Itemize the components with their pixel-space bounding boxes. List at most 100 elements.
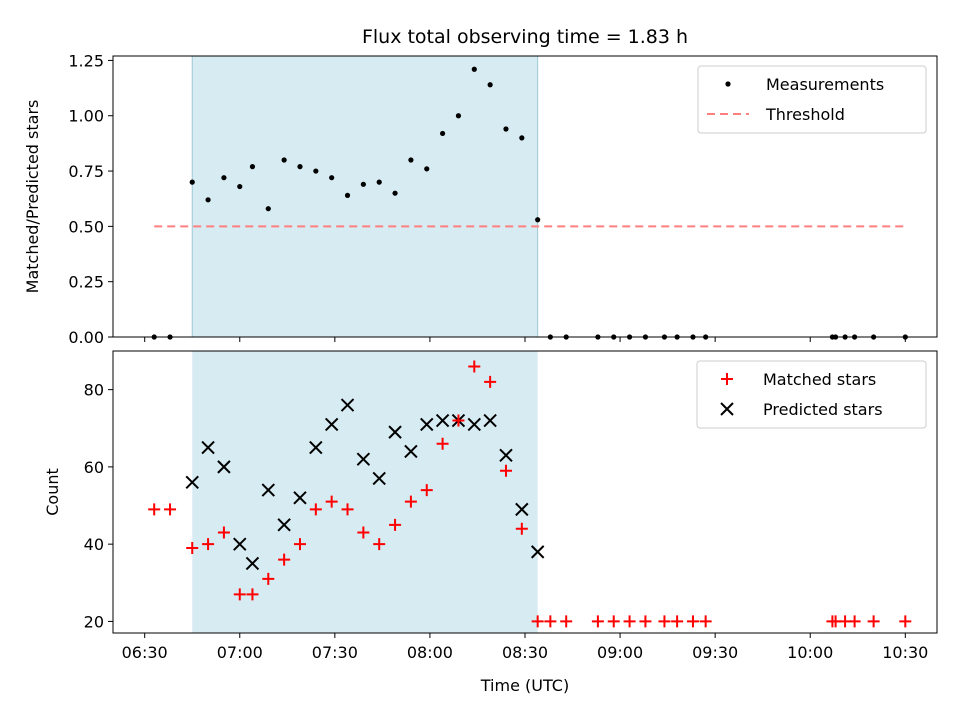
matched-star-point xyxy=(658,615,671,628)
matched-star-point xyxy=(148,503,161,516)
matched-star-point xyxy=(671,615,684,628)
matched-star-point xyxy=(699,615,712,628)
top-y-tick-label: 0.75 xyxy=(68,162,104,181)
matched-star-point xyxy=(420,484,433,497)
legend-predicted-marker xyxy=(720,402,734,416)
predicted-star-point xyxy=(388,425,402,439)
legend-matched-marker xyxy=(721,373,733,385)
measurement-point xyxy=(408,157,414,163)
measurement-point xyxy=(297,164,303,170)
measurement-point xyxy=(189,179,195,185)
bottom-observing-window xyxy=(192,351,538,633)
predicted-star-point xyxy=(404,444,418,459)
predicted-star-point xyxy=(293,491,307,505)
matched-star-point xyxy=(278,553,291,566)
matched-star-point xyxy=(202,538,215,551)
matched-star-point xyxy=(867,615,880,628)
top-y-tick-label: 1.00 xyxy=(68,107,104,126)
x-tick-label: 07:30 xyxy=(312,643,358,662)
measurement-point xyxy=(249,164,256,170)
predicted-star-point xyxy=(233,537,247,551)
measurement-point xyxy=(535,217,541,223)
measurement-point xyxy=(503,126,509,132)
top-panel: 0.00 0.25 0.50 0.75 1.00 1.25 Matched/Predict… xyxy=(23,51,938,347)
matched-star-point xyxy=(848,615,861,628)
predicted-star-point xyxy=(515,502,529,517)
measurement-point xyxy=(424,166,430,172)
matched-star-point xyxy=(531,615,544,628)
predicted-star-point xyxy=(530,545,545,559)
matched-star-point xyxy=(246,588,259,601)
measurement-point xyxy=(360,181,366,187)
x-tick-label: 08:30 xyxy=(502,643,548,662)
x-tick-label: 09:00 xyxy=(597,643,643,662)
matched-star-point xyxy=(341,503,354,516)
measurement-point xyxy=(376,179,382,185)
predicted-star-point xyxy=(340,398,355,412)
measurement-point xyxy=(487,82,493,88)
x-tick-label: 08:00 xyxy=(407,643,453,662)
bottom-y-tick-label: 60 xyxy=(84,458,104,477)
measurement-point xyxy=(344,192,351,198)
predicted-star-point xyxy=(201,440,215,455)
legend-measurements-label: Measurements xyxy=(766,75,884,94)
predicted-star-point xyxy=(245,556,260,571)
matched-star-point xyxy=(293,538,306,551)
matched-star-point xyxy=(164,503,177,516)
matched-star-point xyxy=(560,615,573,628)
top-observing-window xyxy=(192,56,538,337)
matched-star-point xyxy=(389,518,402,531)
matched-star-point xyxy=(484,375,497,388)
matched-star-point xyxy=(452,414,465,427)
measurement-point xyxy=(392,190,398,196)
measurement-point xyxy=(237,183,243,190)
predicted-star-point xyxy=(483,413,497,428)
predicted-star-point xyxy=(261,483,275,497)
measurement-point xyxy=(221,175,227,181)
matched-star-point xyxy=(325,495,338,508)
measurement-point xyxy=(281,157,287,163)
matched-star-point xyxy=(404,495,417,508)
matched-star-point xyxy=(499,464,512,477)
x-tick-label: 07:00 xyxy=(217,643,263,662)
matched-star-point xyxy=(468,360,481,373)
bottom-y-tick-label: 80 xyxy=(84,381,104,400)
top-y-tick-label: 0.50 xyxy=(68,217,104,236)
matched-star-point xyxy=(591,615,604,628)
matched-star-point xyxy=(686,615,699,628)
bottom-y-tick-label: 40 xyxy=(84,535,104,554)
matched-star-point xyxy=(186,542,199,555)
legend-threshold-label: Threshold xyxy=(765,105,845,124)
measurement-point xyxy=(471,66,477,72)
matched-star-point xyxy=(623,615,636,628)
chart-title: Flux total observing time = 1.83 h xyxy=(362,26,688,48)
bottom-panel: 20 40 60 80 06:30 07:00 07:30 08:00 08:30 09:00 0… xyxy=(43,350,938,695)
matched-star-point xyxy=(262,572,275,585)
measurement-point xyxy=(265,206,271,212)
matched-star-point xyxy=(357,526,370,539)
matched-star-point xyxy=(373,538,386,551)
bottom-y-axis-label: Count xyxy=(43,468,62,516)
matched-star-point xyxy=(217,526,230,539)
predicted-star-point xyxy=(372,471,386,486)
bottom-y-tick-label: 20 xyxy=(84,612,104,631)
x-tick-label: 10:00 xyxy=(787,643,833,662)
matched-star-point xyxy=(309,503,322,516)
top-y-tick-label: 0.00 xyxy=(68,328,104,347)
top-y-tick-label: 0.25 xyxy=(68,273,104,292)
top-y-axis-label: Matched/Predicted stars xyxy=(23,100,42,294)
matched-star-point xyxy=(544,615,557,628)
x-axis-label: Time (UTC) xyxy=(480,676,569,695)
measurement-point xyxy=(455,113,462,119)
measurement-point xyxy=(329,175,335,181)
matched-star-point xyxy=(436,437,449,450)
predicted-star-point xyxy=(217,460,231,474)
predicted-star-point xyxy=(277,518,291,532)
legend-predicted-label: Predicted stars xyxy=(763,400,883,419)
legend-matched-label: Matched stars xyxy=(763,370,876,389)
matched-star-point xyxy=(607,615,620,628)
predicted-star-point xyxy=(435,413,450,428)
predicted-star-point xyxy=(420,417,434,432)
matched-star-point xyxy=(639,615,652,628)
